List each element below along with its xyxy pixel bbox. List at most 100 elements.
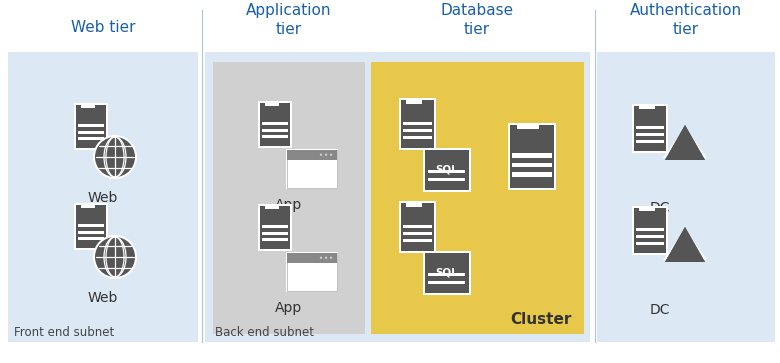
Bar — [425, 150, 469, 189]
Bar — [258, 204, 292, 251]
Bar — [287, 150, 337, 159]
Bar — [401, 101, 434, 148]
Bar — [76, 105, 106, 148]
Circle shape — [93, 135, 137, 179]
Bar — [261, 122, 289, 125]
Text: App: App — [275, 198, 303, 212]
Bar — [428, 170, 466, 173]
Bar — [261, 103, 290, 146]
Bar — [399, 201, 436, 253]
Text: Web tier: Web tier — [71, 20, 135, 36]
Polygon shape — [663, 127, 707, 158]
Bar — [80, 205, 95, 208]
Bar — [633, 104, 668, 153]
Bar — [286, 252, 338, 292]
Bar — [78, 231, 105, 234]
Bar — [78, 131, 105, 134]
Bar — [597, 52, 775, 342]
Bar — [287, 150, 337, 188]
Bar — [428, 281, 466, 284]
Bar — [286, 149, 338, 189]
Text: Authentication
tier: Authentication tier — [630, 3, 742, 37]
Bar — [423, 251, 471, 295]
Bar — [402, 122, 432, 125]
Bar — [287, 253, 337, 262]
Text: Front end subnet: Front end subnet — [14, 326, 114, 339]
Bar — [633, 206, 668, 255]
Bar — [636, 228, 664, 232]
Bar — [213, 62, 365, 334]
Circle shape — [93, 235, 137, 279]
Text: SQL: SQL — [435, 165, 458, 175]
Bar — [428, 273, 466, 276]
Bar — [402, 232, 432, 235]
Bar — [261, 232, 289, 235]
Text: SQL: SQL — [435, 268, 458, 278]
Circle shape — [324, 257, 327, 259]
Bar — [76, 205, 106, 248]
Circle shape — [320, 257, 322, 259]
Bar — [634, 106, 665, 151]
Text: Database
tier: Database tier — [441, 3, 513, 37]
Polygon shape — [663, 229, 707, 260]
Bar — [423, 148, 471, 192]
Bar — [402, 129, 432, 132]
Text: Web: Web — [88, 291, 119, 305]
Bar — [402, 225, 432, 228]
Bar — [78, 124, 105, 127]
Bar — [78, 224, 105, 227]
Bar — [402, 136, 432, 139]
Bar — [371, 62, 584, 334]
Bar — [636, 242, 664, 245]
Bar — [634, 208, 665, 253]
Text: App: App — [275, 301, 303, 315]
Circle shape — [330, 154, 332, 156]
Bar — [510, 125, 554, 188]
Bar — [261, 238, 289, 241]
Circle shape — [95, 237, 135, 277]
Text: Application
tier: Application tier — [246, 3, 332, 37]
Polygon shape — [665, 125, 705, 160]
Bar — [428, 178, 466, 181]
Bar — [406, 203, 422, 207]
Bar — [205, 52, 590, 342]
Bar — [74, 203, 108, 250]
Bar — [287, 253, 337, 291]
Bar — [80, 105, 95, 108]
Bar — [264, 206, 279, 209]
Circle shape — [95, 137, 135, 177]
Bar — [261, 206, 290, 249]
Bar — [261, 225, 289, 228]
Bar — [512, 172, 551, 177]
Bar — [636, 235, 664, 238]
Bar — [258, 101, 292, 148]
Text: DC: DC — [650, 303, 670, 317]
Text: Back end subnet: Back end subnet — [215, 326, 314, 339]
Bar — [264, 103, 279, 106]
Bar — [639, 208, 654, 211]
Polygon shape — [665, 125, 705, 160]
Polygon shape — [665, 227, 705, 262]
Bar — [261, 135, 289, 138]
Circle shape — [324, 154, 327, 156]
Bar — [636, 133, 664, 136]
Bar — [636, 126, 664, 130]
Bar — [406, 101, 422, 104]
Text: Cluster: Cluster — [511, 313, 572, 327]
Bar — [512, 163, 551, 167]
Bar — [8, 52, 198, 342]
Polygon shape — [665, 227, 705, 262]
Bar — [74, 103, 108, 150]
Bar — [78, 237, 105, 240]
Bar — [425, 253, 469, 293]
Bar — [399, 98, 436, 150]
Text: DC: DC — [650, 201, 670, 215]
Text: Web: Web — [88, 191, 119, 205]
Bar — [261, 129, 289, 132]
Bar — [401, 203, 434, 251]
Bar — [636, 140, 664, 143]
Bar — [639, 106, 654, 109]
Bar — [78, 137, 105, 140]
Bar — [402, 239, 432, 242]
Circle shape — [320, 154, 322, 156]
